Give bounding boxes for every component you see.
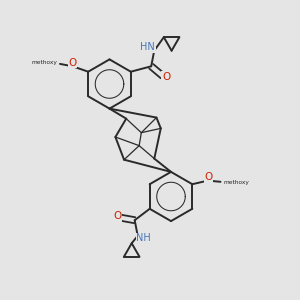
Text: O: O (204, 172, 213, 182)
Text: methoxy: methoxy (31, 60, 57, 65)
Text: O: O (113, 211, 122, 221)
Text: HN: HN (140, 42, 155, 52)
Text: methoxy: methoxy (224, 180, 249, 185)
Text: O: O (68, 58, 77, 68)
Text: NH: NH (136, 233, 151, 243)
Text: O: O (162, 72, 170, 82)
